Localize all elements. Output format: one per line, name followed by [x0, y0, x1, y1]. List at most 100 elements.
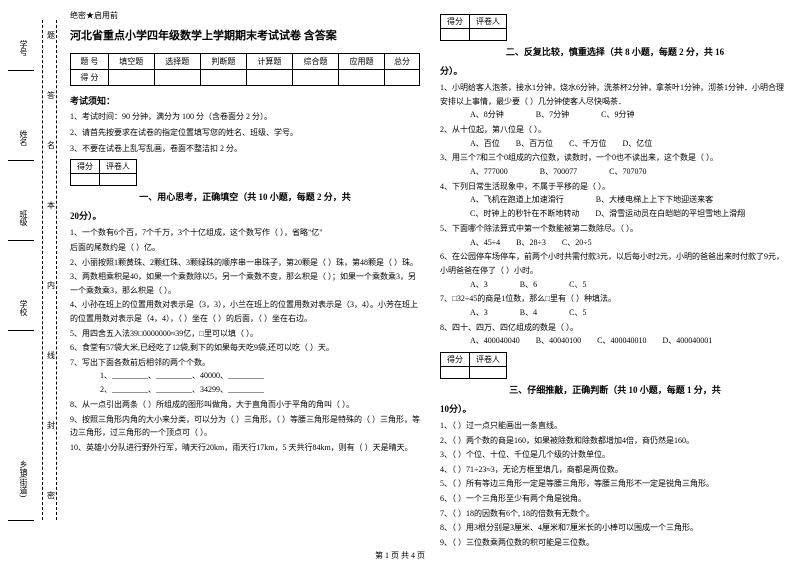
seal-char: 内	[46, 280, 56, 291]
td	[441, 367, 470, 379]
q: 5、（ ）所有等边三角形一定是等腰三角形，等腰三角形不一定是锐角三角形。	[440, 477, 790, 491]
q: 7、写出下面各数前后相邻的两个个数。	[70, 356, 420, 370]
q: 6、在公园停车场停车，前两个小时共需付款3元，以后每小时2元，小明的爸爸出来时付…	[440, 250, 790, 277]
q: 8、（ ）用3根分别是3厘米、4厘米和7厘米长的小棒可以围成一个三角形。	[440, 521, 790, 535]
notice-heading: 考试须知：	[70, 94, 420, 107]
field-label-class: 班级	[18, 210, 29, 226]
th: 综合题	[292, 54, 338, 70]
seal-char: 答	[46, 90, 56, 101]
td	[339, 70, 385, 86]
q: 9、按照三角形内角的大小来分类，可以分为（ ）三角形，（ ）等腰三角形是特殊的（…	[70, 413, 420, 440]
field-line	[8, 330, 34, 331]
td	[246, 70, 292, 86]
left-column: 绝密★启用前 河北省重点小学四年级数学上学期期末考试试卷 含答案 题 号 填空题…	[70, 10, 420, 550]
dashed-line-2	[56, 20, 57, 520]
section2-sub: 分）。	[440, 64, 790, 77]
field-line	[8, 520, 34, 521]
field-line	[8, 240, 34, 241]
td: 得分	[71, 160, 100, 174]
q: 7、□32÷45的商是1位数，那么□里有（ ）种填法。	[440, 292, 790, 306]
th: 题 号	[71, 54, 109, 70]
section3-questions: 1、（ ）过一点只能画出一条直线。 2、（ ）两个数的商是160，如果被除数和除…	[440, 419, 790, 549]
binding-sidebar: 题 名 答 本 内 线 封 密 学号 姓名 班级 学校 乡镇(街道)	[0, 0, 60, 565]
th: 判断题	[200, 54, 246, 70]
notice: 1、考试时间：90 分钟，满分为 100 分（含卷面分 2 分）。	[70, 111, 420, 124]
td: 评卷人	[470, 15, 507, 29]
td	[154, 70, 200, 86]
q: 2、小丽按照1颗黄珠、2颗红珠、3颗绿珠的顺序串一串珠子，第20颗是（ ）珠，第…	[70, 256, 420, 270]
q-sub: 1、_________、_________、40000、_________	[70, 370, 420, 383]
seal-char: 名	[46, 140, 56, 151]
section3-title: 三、仔细推敲，正确判断（共 10 小题，每题 1 分，共	[440, 383, 790, 396]
q: 1、（ ）过一点只能画出一条直线。	[440, 419, 790, 433]
q: 4、下列日常生活现象中，不属于平移的是（ ）。	[440, 180, 790, 194]
q: 6、食堂有57袋大米,已经吃了12袋,剩下的如果每天吃9袋,还可以吃（ ）天。	[70, 341, 420, 355]
seal-char: 封	[46, 420, 56, 431]
seal-char: 密	[46, 490, 56, 501]
th: 计算题	[246, 54, 292, 70]
secret-label: 绝密★启用前	[70, 10, 420, 21]
q: 2、（ ）两个数的商是160，如果被除数和除数都增加4倍，商仍然是160。	[440, 434, 790, 448]
q: 后面的尾数约是（ ）亿。	[70, 241, 420, 255]
td	[385, 70, 420, 86]
td	[470, 367, 507, 379]
th: 总分	[385, 54, 420, 70]
td: 得 分	[71, 70, 109, 86]
field-label-school: 学校	[18, 300, 29, 316]
field-label-name: 姓名	[18, 130, 29, 146]
seal-char: 线	[46, 350, 56, 361]
th: 填空题	[108, 54, 154, 70]
q: 3、用三个7和三个0组成的六位数，读数时，一个0也不读出来，这个数是（ ）。	[440, 151, 790, 165]
q: 8、从一点引出两条（ ）所组成的图形叫做角，大于直角而小于平角的角叫（ ）。	[70, 398, 420, 412]
q: 5、下面哪个除法算式中第一个数能被第二数除尽。（ ）。	[440, 222, 790, 236]
q: 9、（ ）三位数乘两位数的积可能是三位数。	[440, 536, 790, 550]
th: 选择题	[154, 54, 200, 70]
q-opt: A、百位 B、百万位 C、千万位 D、亿位	[440, 138, 790, 151]
seal-char: 题	[46, 30, 56, 41]
q-opt: A、3 B、6 C、5	[440, 279, 790, 292]
grader-table: 得分评卷人	[440, 14, 507, 41]
q: 1、一个数有6个百，7个千万，3个十亿组成，这个数写作（ ），省略"亿"	[70, 226, 420, 240]
q: 4、小孙在班上的位置用数对表示是（3，3），小兰在班上的位置用数对表示是（3，4…	[70, 298, 420, 325]
q: 7、（ ）18的因数有6个, 18的倍数有无数个。	[440, 507, 790, 521]
q: 3、（ ）个位、十位、千位是几个级的计数单位。	[440, 448, 790, 462]
exam-title: 河北省重点小学四年级数学上学期期末考试试卷 含答案	[70, 27, 420, 43]
section2-title: 二、反复比较，慎重选择（共 8 小题，每题 2 分，共 16	[440, 45, 790, 58]
th: 应用题	[339, 54, 385, 70]
field-line	[8, 160, 34, 161]
q: 4、（ ）71÷23≈3，无论方框里填几，商都是两位数。	[440, 463, 790, 477]
td	[108, 70, 154, 86]
dashed-line-1	[42, 20, 43, 520]
q: 3、两数相乘积是40，如果一个乘数除以5，另一个乘数不变，那么积是（ ）；如果一…	[70, 270, 420, 297]
q: 2、从十位起，第八位是（ ）。	[440, 123, 790, 137]
td	[71, 174, 100, 186]
grader-table: 得分评卷人	[70, 159, 137, 186]
td: 得分	[441, 15, 470, 29]
section1-title: 一、用心思考，正确填空（共 10 小题，每题 2 分，共	[70, 190, 420, 203]
field-line	[8, 70, 34, 71]
td	[292, 70, 338, 86]
td: 评卷人	[470, 353, 507, 367]
section1-sub: 20分）。	[70, 209, 420, 222]
q-opt: A、飞机在跑道上加速滑行 B、大楼电梯上上下下地迎送来客	[440, 194, 790, 207]
td: 评卷人	[100, 160, 137, 174]
q: 8、四十、四万、四亿组成的数是（ ）。	[440, 321, 790, 335]
td	[470, 29, 507, 41]
q-opt: C、时钟上的秒针在不断地转动 D、滑雪运动员在白皑皑的平坦雪地上滑翔	[440, 208, 790, 221]
field-label-town: 乡镇(街道)	[18, 460, 29, 497]
page-content: 绝密★启用前 河北省重点小学四年级数学上学期期末考试试卷 含答案 题 号 填空题…	[70, 10, 790, 550]
section2-questions: 1、小明给客人泡茶，接水1分钟，烧水6分钟，洗茶杯2分钟，拿茶叶1分钟，沏茶1分…	[440, 81, 790, 348]
notice: 2、请首先按要求在试卷的指定位置填写您的姓名、班级、学号。	[70, 127, 420, 140]
right-column: 得分评卷人 二、反复比较，慎重选择（共 8 小题，每题 2 分，共 16 分）。…	[440, 10, 790, 550]
section3-sub: 10分）。	[440, 402, 790, 415]
field-label-id: 学号	[18, 40, 29, 56]
q: 1、小明给客人泡茶，接水1分钟，烧水6分钟，洗茶杯2分钟，拿茶叶1分钟，沏茶1分…	[440, 81, 790, 108]
q-opt: A、8分钟 B、7分钟 C、9分钟	[440, 109, 790, 122]
q: 5、用四舍五入法39□0000000≈39亿，□里可以填（ ）。	[70, 327, 420, 341]
q-opt: A、3 B、4 C、5	[440, 307, 790, 320]
td	[100, 174, 137, 186]
td: 得分	[441, 353, 470, 367]
q: 6、（ ）一个三角形至少有两个角是锐角。	[440, 492, 790, 506]
q-opt: A、777000 B、700077 C、707070	[440, 166, 790, 179]
q: 10、英雄小分队进行野外行军，晴天行20km，雨天行17km，5 天共行84km…	[70, 441, 420, 455]
